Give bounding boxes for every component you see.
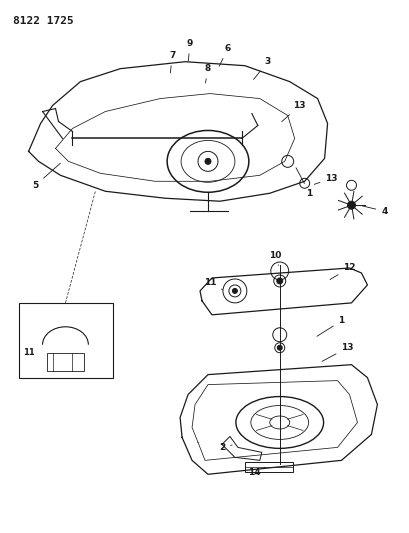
Circle shape — [232, 288, 237, 293]
Text: 5: 5 — [32, 163, 60, 190]
Bar — [244, 462, 292, 472]
Text: 11: 11 — [203, 278, 222, 289]
Circle shape — [204, 158, 211, 164]
Circle shape — [347, 201, 355, 209]
Text: 13: 13 — [321, 343, 353, 361]
Text: 12: 12 — [329, 263, 355, 279]
Text: 8122 1725: 8122 1725 — [13, 16, 73, 26]
Text: 13: 13 — [313, 174, 337, 184]
Text: 10: 10 — [268, 251, 280, 265]
Text: 11: 11 — [22, 348, 34, 357]
Text: 2: 2 — [218, 443, 231, 452]
Text: 1: 1 — [316, 316, 344, 336]
Text: 1: 1 — [295, 168, 312, 198]
Bar — [18, 303, 113, 377]
Text: 9: 9 — [187, 39, 193, 61]
Text: 7: 7 — [169, 51, 175, 73]
Circle shape — [276, 278, 282, 284]
Text: 4: 4 — [361, 206, 387, 216]
Text: 3: 3 — [253, 57, 270, 79]
Bar — [47, 353, 84, 370]
Text: 8: 8 — [204, 64, 211, 83]
Text: 13: 13 — [281, 101, 305, 122]
Circle shape — [276, 345, 281, 350]
Text: 14: 14 — [248, 467, 264, 477]
Text: 6: 6 — [219, 44, 231, 66]
